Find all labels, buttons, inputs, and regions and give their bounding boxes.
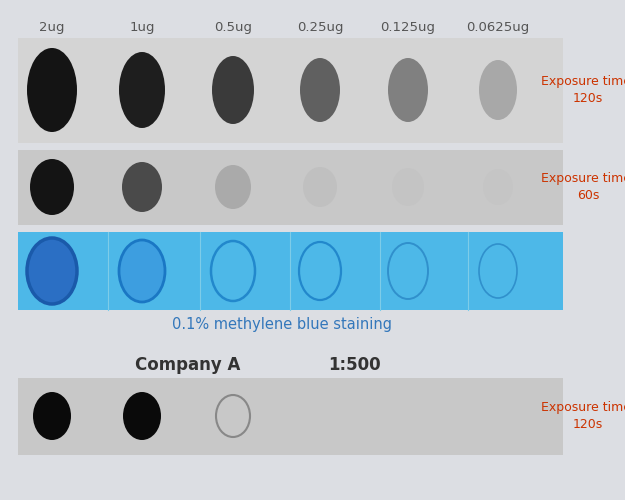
Text: 0.25ug: 0.25ug <box>297 22 343 35</box>
Ellipse shape <box>299 242 341 300</box>
Ellipse shape <box>388 58 428 122</box>
Bar <box>18 150 563 225</box>
Ellipse shape <box>30 159 74 215</box>
Ellipse shape <box>303 167 337 207</box>
Ellipse shape <box>27 48 77 132</box>
Ellipse shape <box>119 240 165 302</box>
Ellipse shape <box>123 392 161 440</box>
Ellipse shape <box>483 169 513 205</box>
Ellipse shape <box>215 165 251 209</box>
Text: Company A: Company A <box>135 356 241 374</box>
Bar <box>18 38 563 143</box>
Ellipse shape <box>211 241 255 301</box>
Text: 2ug: 2ug <box>39 22 65 35</box>
Ellipse shape <box>300 58 340 122</box>
Ellipse shape <box>33 392 71 440</box>
Ellipse shape <box>479 244 517 298</box>
Bar <box>18 232 563 310</box>
Text: 0.5ug: 0.5ug <box>214 22 252 35</box>
Ellipse shape <box>392 168 424 206</box>
Text: 0.1% methylene blue staining: 0.1% methylene blue staining <box>172 318 392 332</box>
Ellipse shape <box>216 395 250 437</box>
Ellipse shape <box>388 243 428 299</box>
Ellipse shape <box>27 238 77 304</box>
Bar <box>18 378 563 455</box>
Text: Exposure time:
120s: Exposure time: 120s <box>541 401 625 431</box>
Ellipse shape <box>122 162 162 212</box>
Ellipse shape <box>119 52 165 128</box>
Ellipse shape <box>479 60 517 120</box>
Text: Exposure time:
120s: Exposure time: 120s <box>541 75 625 105</box>
Text: Exposure time:
60s: Exposure time: 60s <box>541 172 625 202</box>
Ellipse shape <box>212 56 254 124</box>
Text: 1ug: 1ug <box>129 22 155 35</box>
Text: 0.125ug: 0.125ug <box>381 22 436 35</box>
Text: 1:500: 1:500 <box>329 356 381 374</box>
Text: 0.0625ug: 0.0625ug <box>466 22 529 35</box>
